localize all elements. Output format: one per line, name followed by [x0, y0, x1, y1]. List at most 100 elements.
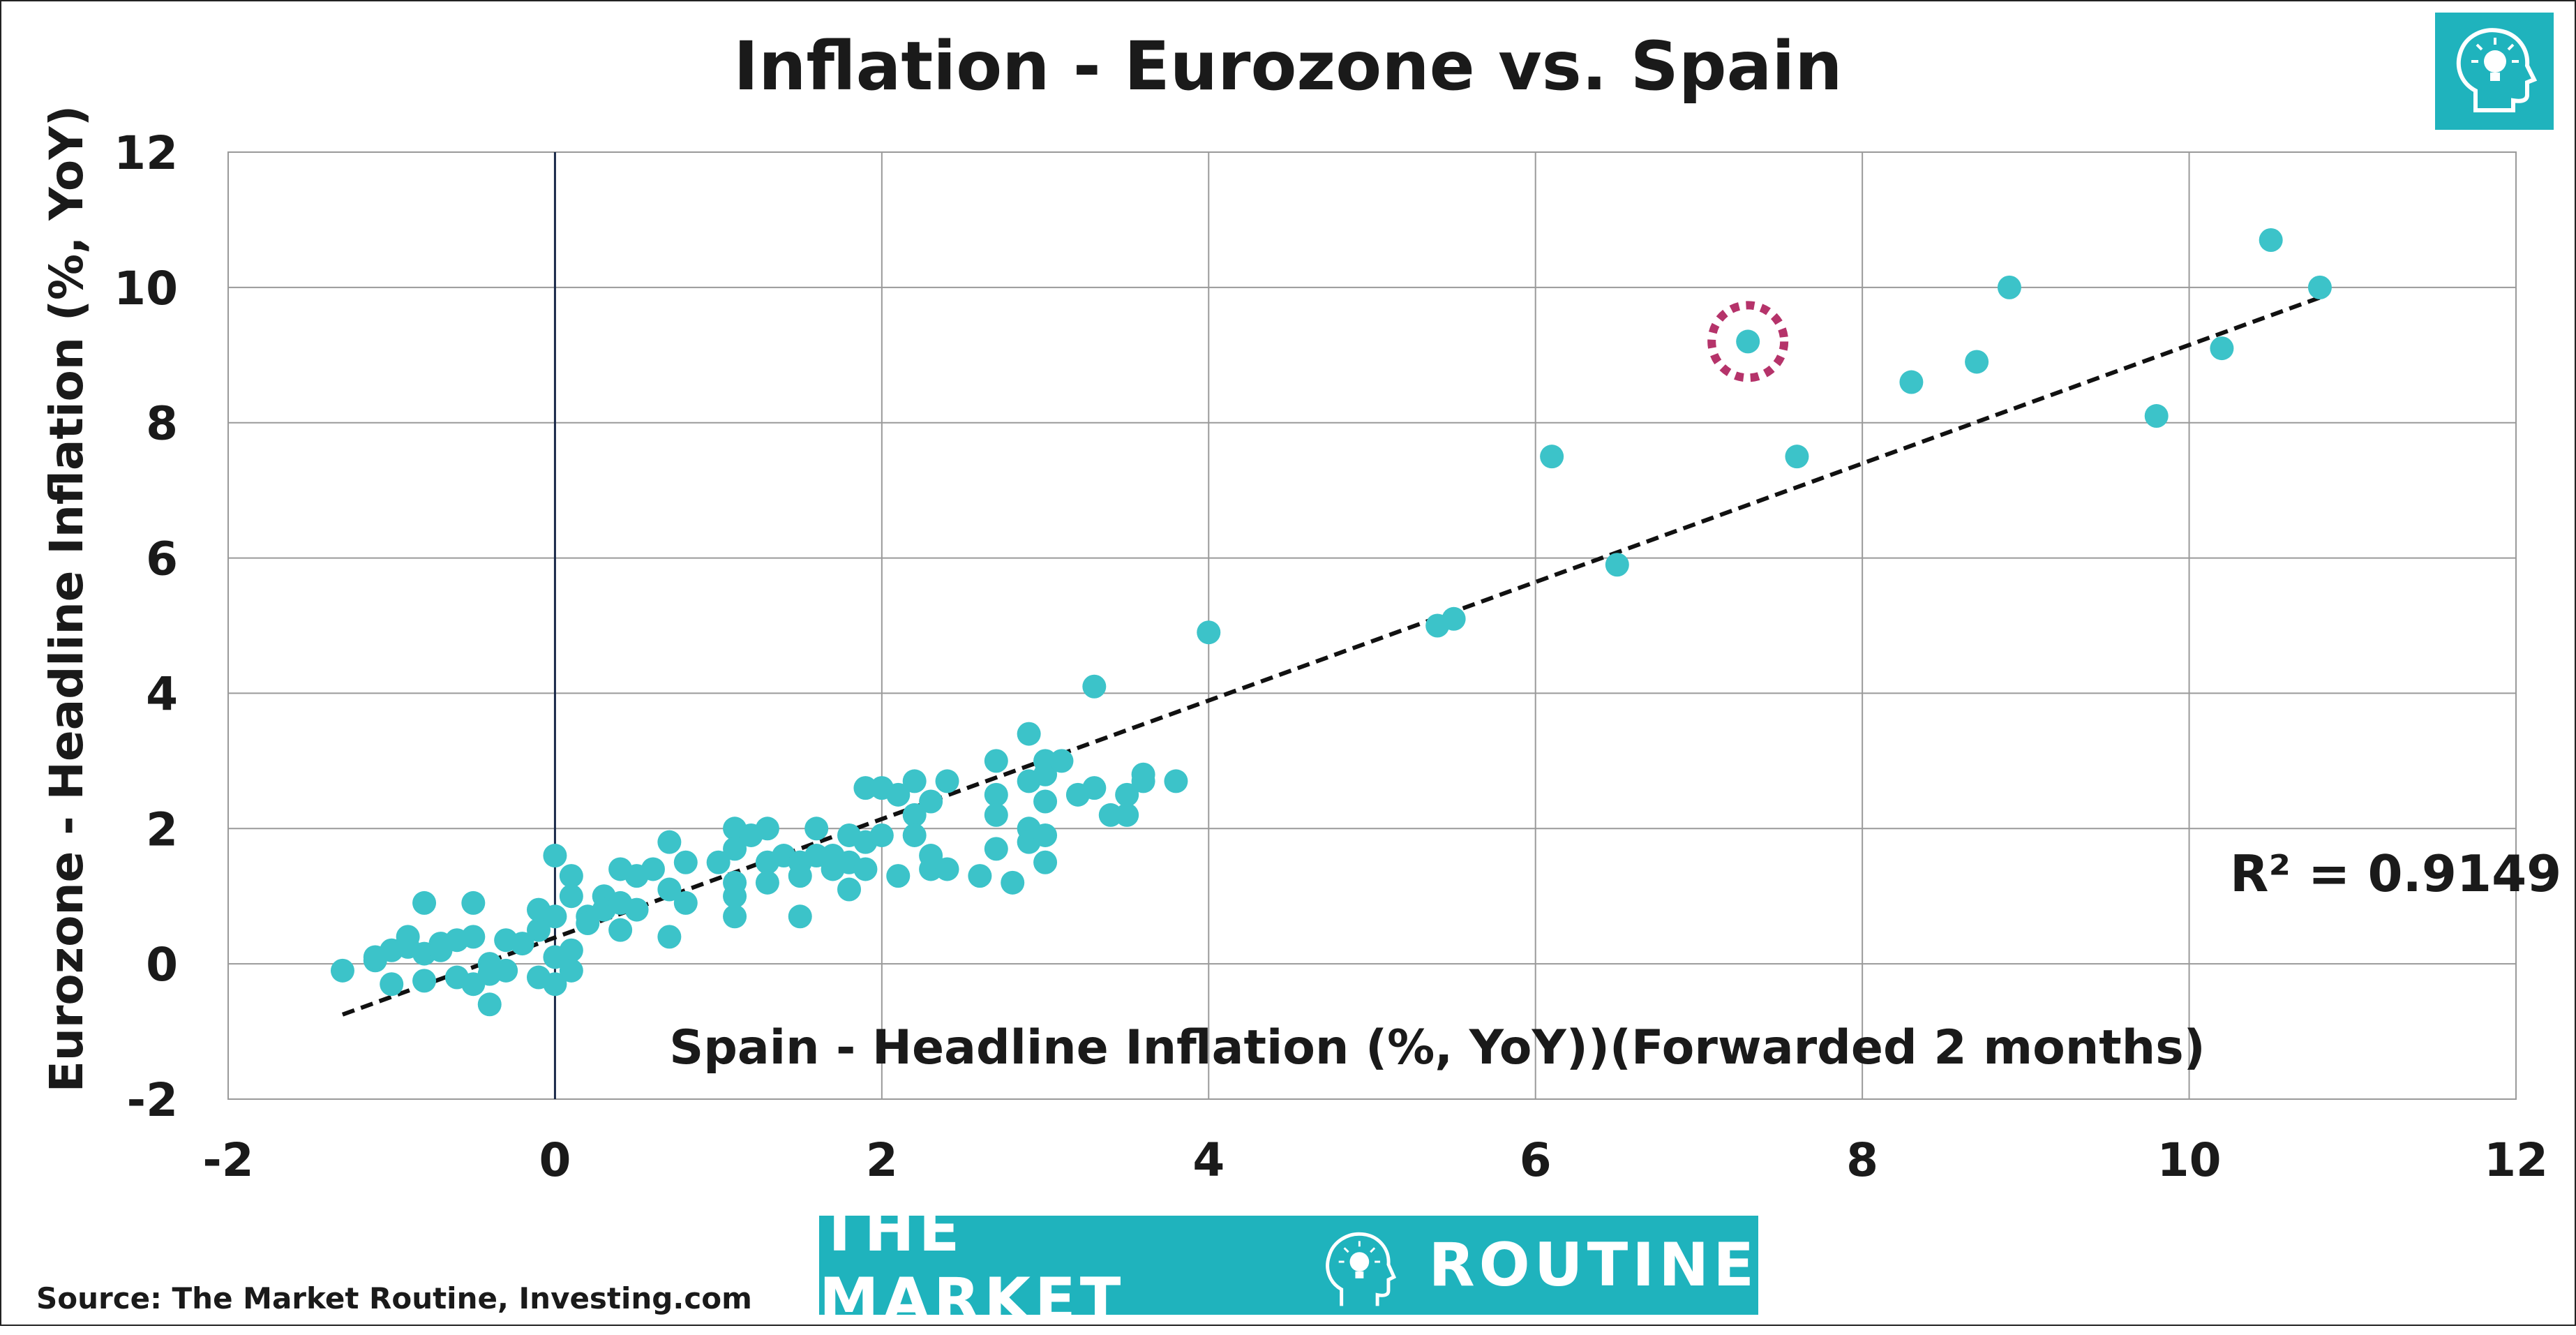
data-point — [657, 830, 682, 854]
data-point — [673, 850, 698, 874]
data-point — [1197, 620, 1221, 645]
data-point — [804, 844, 829, 868]
data-point — [559, 884, 583, 909]
data-point — [902, 823, 927, 847]
data-point — [2210, 336, 2234, 361]
data-point — [559, 938, 583, 962]
data-point — [412, 890, 437, 915]
data-point — [1899, 370, 1924, 394]
data-point — [1540, 445, 1564, 469]
data-point — [1115, 803, 1139, 827]
data-point — [837, 877, 862, 902]
data-point — [869, 823, 894, 847]
data-point — [330, 958, 354, 983]
x-axis-label: Spain - Headline Inflation (%, YoY))(For… — [669, 1020, 2206, 1075]
data-point — [1098, 803, 1123, 827]
data-point — [559, 864, 583, 888]
data-point — [1441, 606, 1466, 631]
brand-logo-text-right: ROUTINE — [1428, 1230, 1758, 1300]
data-point — [902, 803, 927, 827]
data-point — [1082, 674, 1107, 699]
data-point — [919, 789, 943, 814]
data-point — [2307, 275, 2332, 299]
data-point — [1736, 329, 1760, 354]
y-tick-label: 12 — [114, 126, 178, 180]
x-tick-label: 12 — [2484, 1133, 2548, 1187]
data-point — [886, 864, 911, 888]
y-tick-label: 10 — [114, 262, 178, 315]
y-tick-label: 0 — [146, 938, 178, 992]
y-tick-label: 8 — [146, 397, 178, 451]
data-point — [1605, 553, 1629, 577]
data-point — [1033, 823, 1058, 847]
data-point — [527, 918, 551, 942]
data-point — [919, 857, 943, 881]
data-point — [543, 972, 567, 997]
data-point — [853, 857, 878, 881]
data-point — [1164, 769, 1188, 793]
data-point — [788, 864, 812, 888]
data-point — [608, 918, 633, 942]
data-point — [968, 864, 992, 888]
y-tick-label: 4 — [146, 667, 178, 721]
data-point — [673, 890, 698, 915]
x-tick-label: 8 — [1846, 1133, 1878, 1187]
x-tick-label: 4 — [1192, 1133, 1225, 1187]
y-tick-label: 6 — [146, 532, 178, 586]
x-tick-label: -2 — [202, 1133, 253, 1187]
y-tick-label: 2 — [146, 803, 178, 856]
data-point — [461, 925, 486, 949]
data-point — [706, 850, 731, 874]
data-point — [510, 932, 534, 956]
data-point — [804, 816, 829, 841]
data-point — [657, 877, 682, 902]
data-point — [984, 803, 1008, 827]
data-point — [1131, 769, 1155, 793]
data-point — [1115, 782, 1139, 807]
data-point — [902, 769, 927, 793]
source-note: Source: The Market Routine, Investing.co… — [36, 1281, 752, 1315]
data-point — [2144, 404, 2169, 428]
data-point — [641, 857, 665, 881]
data-point — [853, 776, 878, 800]
x-tick-label: 2 — [866, 1133, 898, 1187]
chart-title: Inflation - Eurozone vs. Spain — [733, 27, 1842, 105]
data-point — [935, 857, 959, 881]
data-point — [1017, 722, 1041, 746]
head-lightbulb-icon — [1325, 1232, 1396, 1306]
data-point — [723, 904, 747, 929]
data-point — [461, 890, 486, 915]
x-tick-label: 0 — [539, 1133, 571, 1187]
data-point — [543, 844, 567, 868]
data-point — [624, 897, 649, 922]
data-point — [412, 969, 437, 993]
corner-logo — [2435, 13, 2554, 130]
data-point — [559, 958, 583, 983]
r-squared-label: R² = 0.9149 — [2230, 844, 2562, 903]
data-point — [1785, 445, 1809, 469]
head-lightbulb-icon — [2456, 28, 2538, 112]
data-point — [723, 837, 747, 861]
data-point — [1997, 275, 2021, 299]
brand-logo: THE MARKET ROUTINE — [819, 1195, 1758, 1335]
highlight-ring — [1707, 301, 1789, 382]
data-point — [576, 911, 600, 935]
data-point — [1033, 850, 1058, 874]
y-axis-label: Eurozone - Headline Inflation (%, YoY) — [40, 105, 93, 1092]
data-point — [755, 816, 779, 841]
data-point — [935, 769, 959, 793]
data-point — [1033, 762, 1058, 786]
data-point — [1965, 350, 1989, 374]
data-point — [788, 904, 812, 929]
data-point — [755, 870, 779, 895]
data-point — [886, 782, 911, 807]
data-point — [984, 837, 1008, 861]
data-point — [1049, 749, 1074, 773]
data-point — [984, 782, 1008, 807]
data-point — [984, 749, 1008, 773]
x-tick-label: 6 — [1520, 1133, 1552, 1187]
y-tick-label: -2 — [127, 1073, 178, 1127]
data-point — [723, 884, 747, 909]
data-point — [543, 904, 567, 929]
